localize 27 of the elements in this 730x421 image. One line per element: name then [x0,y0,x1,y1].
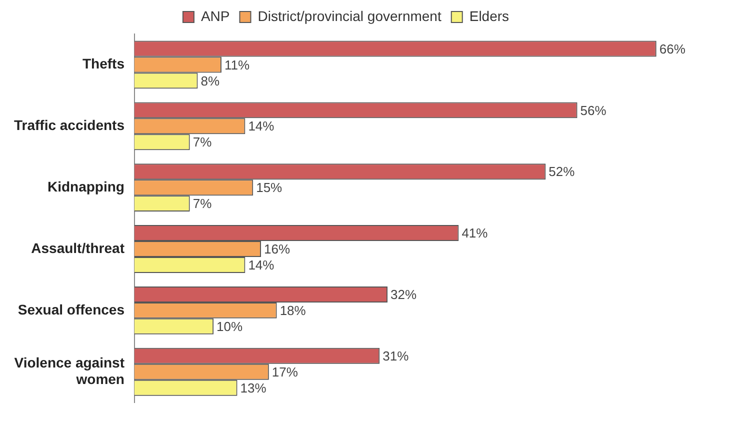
y-tick-label: Thefts [82,56,125,72]
data-label: 16% [264,242,290,257]
y-tick-label: Assault/threat [31,240,125,256]
y-tick-label: Kidnapping [47,178,124,194]
data-label: 17% [272,364,298,380]
data-label: 18% [280,303,306,318]
data-label: 10% [216,319,244,334]
data-label: 41% [462,226,488,241]
data-label: 14% [248,118,275,134]
data-label: 11% [224,57,250,72]
data-label: 13% [240,380,267,396]
legend-label: Elders [469,8,510,24]
data-label: 7% [192,196,212,212]
data-label: 32% [390,287,417,302]
legend-label: ANP [200,8,230,24]
data-label: 7% [192,134,212,150]
data-label: 8% [200,73,220,88]
data-label: 14% [248,258,275,273]
data-label: 52% [548,164,576,180]
data-label: 56% [580,102,607,118]
y-tick-label: Traffic accidents [14,117,125,134]
data-label: 15% [256,180,283,196]
data-label: 31% [382,348,410,364]
legend-label: District/provincial government [258,8,442,24]
y-tick-label: Sexual offences [18,301,125,318]
data-label: 66% [659,41,686,56]
y-tick-label: Violence against women [14,354,125,388]
